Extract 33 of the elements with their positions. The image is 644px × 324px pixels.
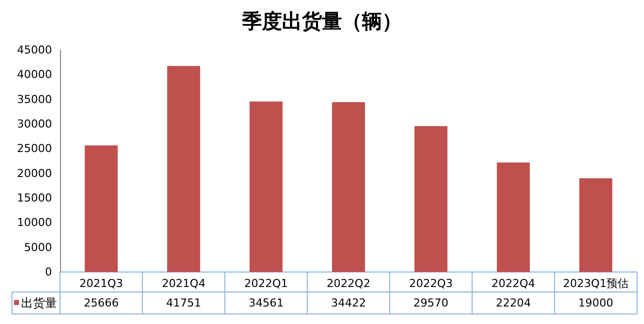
- x-tick-label: 2022Q4: [492, 277, 536, 290]
- data-label: 29570: [413, 296, 448, 310]
- data-label: 25666: [84, 296, 119, 310]
- x-tick-label: 2022Q1: [244, 277, 288, 290]
- y-tick-label: 15000: [17, 192, 52, 204]
- data-label: 34561: [248, 296, 284, 310]
- x-tick-label: 2021Q3: [79, 277, 124, 290]
- bar: [167, 66, 200, 272]
- legend-label: 出货量: [21, 296, 57, 310]
- y-tick-label: 25000: [17, 142, 52, 156]
- data-label: 22204: [496, 296, 531, 310]
- x-tick-label: 2022Q2: [326, 277, 370, 290]
- bar: [414, 126, 448, 272]
- y-tick-label: 30000: [17, 118, 52, 130]
- x-tick-label: 2021Q4: [162, 277, 206, 290]
- y-tick-label: 40000: [17, 68, 52, 82]
- data-label: 41751: [166, 296, 202, 310]
- bar: [332, 102, 365, 272]
- data-label: 19000: [578, 296, 614, 310]
- y-tick-label: 45000: [17, 44, 52, 56]
- bar: [84, 145, 118, 272]
- y-tick-label: 35000: [17, 92, 52, 106]
- y-tick-label: 10000: [17, 216, 52, 230]
- x-tick-label: 2023Q1预估: [562, 277, 629, 290]
- bar: [579, 178, 612, 272]
- y-tick-label: 20000: [17, 166, 52, 180]
- bar: [250, 102, 283, 272]
- chart-title: 季度出货量（辆）: [241, 9, 402, 33]
- data-label: 34422: [331, 296, 366, 310]
- bar: [496, 162, 530, 272]
- x-tick-label: 2022Q3: [409, 277, 453, 290]
- y-tick-label: 0: [45, 266, 52, 278]
- y-tick-label: 5000: [24, 240, 52, 254]
